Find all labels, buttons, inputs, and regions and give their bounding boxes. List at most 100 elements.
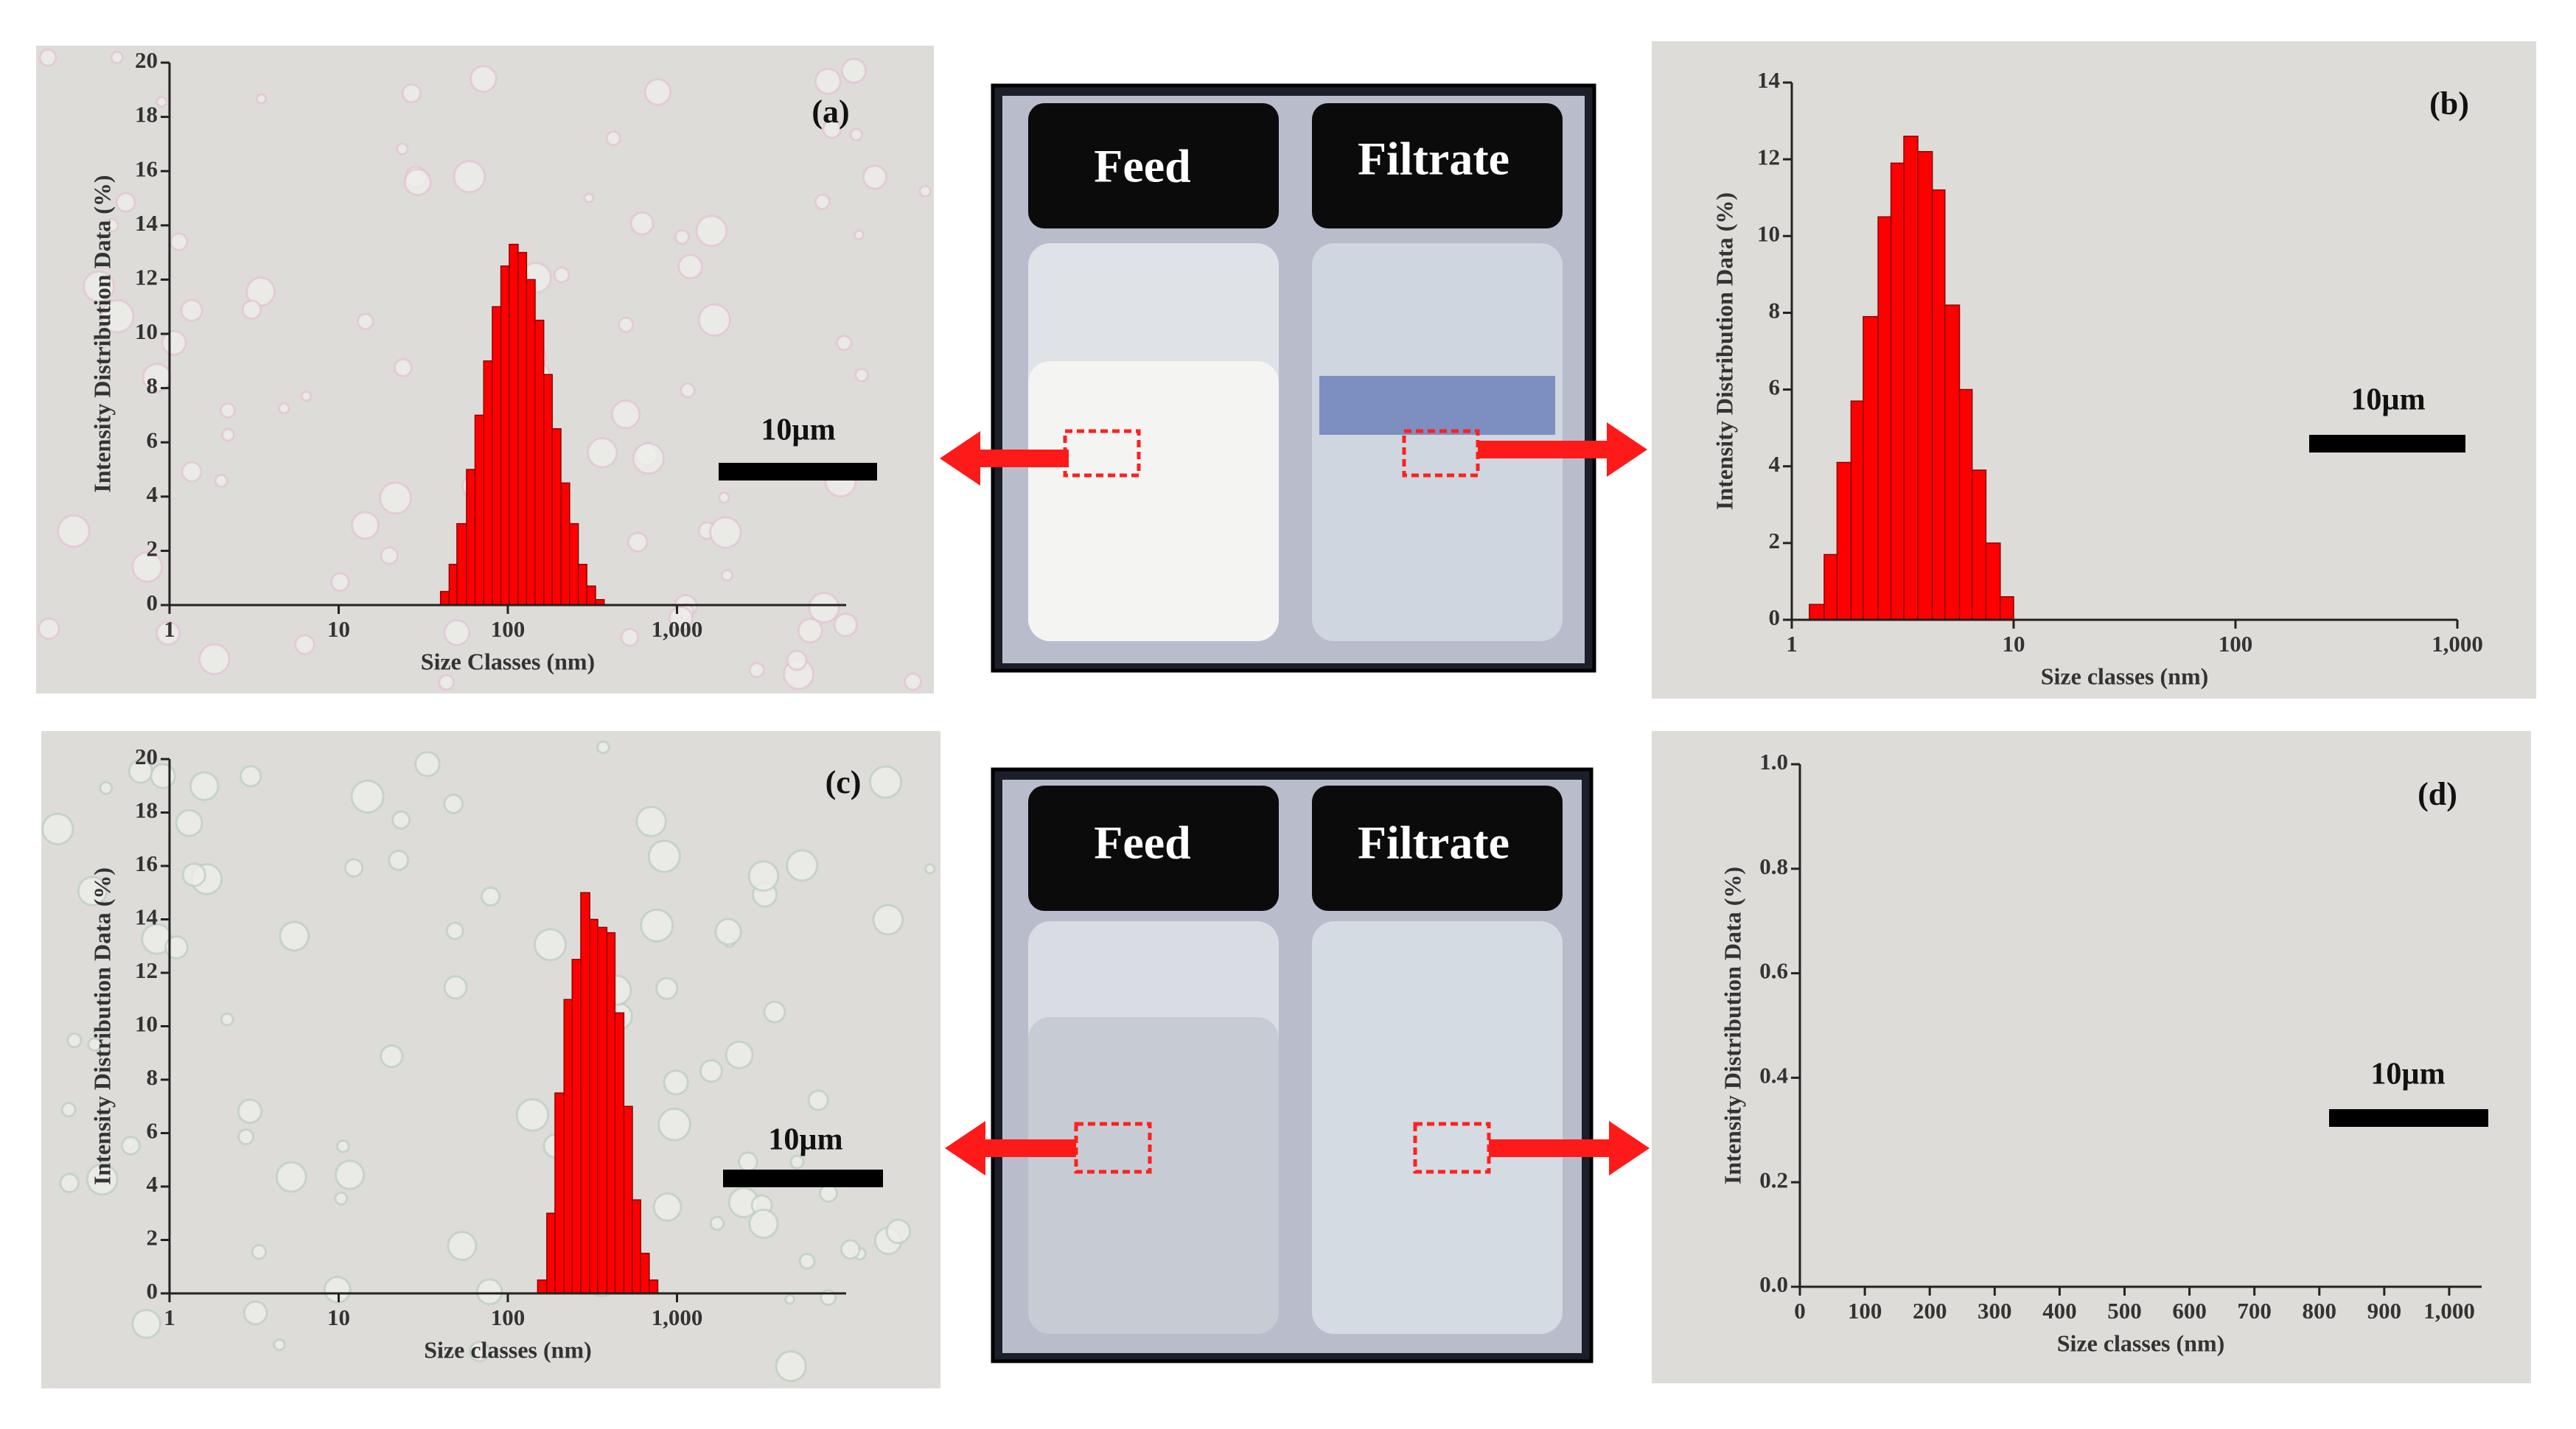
droplet (131, 551, 164, 583)
droplet (438, 674, 455, 691)
x-tick-label: 1 (1786, 631, 1798, 657)
bar (649, 1279, 659, 1294)
y-tick-label: 2 (147, 1225, 158, 1251)
droplet (275, 1161, 307, 1193)
bar (1931, 189, 1946, 621)
bar (589, 918, 598, 1294)
x-tick-label: 1,000 (2423, 1298, 2475, 1324)
droplet (100, 298, 135, 334)
y-tick-label: 4 (1769, 451, 1781, 477)
droplet (480, 886, 501, 907)
droplet (924, 863, 936, 875)
y-tick-label: 10 (135, 1011, 158, 1037)
droplet (241, 299, 262, 321)
bar (509, 243, 519, 606)
x-tick-label: 900 (2367, 1298, 2402, 1324)
y-tick-label: 4 (147, 481, 158, 507)
droplet (748, 662, 765, 679)
droplet (41, 812, 74, 846)
bar (500, 265, 510, 606)
droplet (164, 935, 189, 960)
scale-bar (719, 463, 877, 481)
x-tick-label: 100 (1848, 1298, 1882, 1324)
x-tick-label: 10 (327, 1304, 350, 1330)
bar (614, 1012, 625, 1294)
bar (623, 1105, 633, 1294)
x-tick-label: 1 (164, 1304, 175, 1330)
droplet (709, 1215, 725, 1231)
droplet (38, 617, 60, 640)
y-axis-title: Intensity Distribution Data (%) (88, 175, 115, 492)
droplet (822, 119, 842, 139)
droplet (214, 473, 228, 489)
bar (537, 1279, 548, 1294)
x-tick-label: 100 (491, 616, 526, 642)
bar (1903, 136, 1919, 621)
bar (439, 590, 450, 606)
x-axis-title: Size Classes (nm) (421, 648, 595, 674)
scale-bar (723, 1170, 883, 1187)
droplet (807, 1089, 829, 1111)
droplet (161, 329, 187, 356)
panel-label: (a) (811, 94, 849, 130)
droplet (38, 48, 57, 67)
bar (466, 469, 476, 606)
droplet (469, 65, 498, 93)
droplet (635, 806, 667, 838)
bar (542, 374, 553, 606)
y-tick-label: 0 (147, 1278, 158, 1304)
y-tick-label: 8 (1769, 298, 1781, 324)
x-axis-title: Size classes (nm) (2041, 663, 2209, 689)
bar (448, 564, 458, 606)
droplet (814, 193, 831, 211)
droplet (277, 402, 290, 415)
y-axis-title: Intensity Distribution Data (%) (1719, 867, 1745, 1184)
droplet (77, 876, 108, 906)
bar (1836, 461, 1852, 621)
droplet (918, 184, 932, 198)
bar (456, 523, 467, 606)
droplet (180, 298, 203, 322)
bar (569, 523, 579, 606)
droplet (379, 481, 413, 515)
bar (577, 564, 587, 606)
droplet (279, 920, 310, 952)
droplet (709, 516, 742, 549)
droplet (115, 192, 136, 213)
y-tick-label: 2 (1769, 528, 1781, 553)
bar (554, 1092, 565, 1294)
droplet (853, 229, 865, 241)
droplet (835, 335, 853, 352)
bar (580, 892, 590, 1294)
droplet (819, 1184, 839, 1203)
droplet (453, 160, 486, 194)
droplet (789, 1154, 805, 1170)
droplet (786, 649, 808, 671)
droplet (643, 77, 672, 106)
droplet (798, 1252, 816, 1270)
x-axis-title: Size classes (nm) (424, 1336, 592, 1363)
droplet (586, 436, 618, 469)
droplet (596, 740, 610, 755)
y-tick-label: 14 (135, 904, 158, 930)
y-tick-label: 0.0 (1759, 1271, 1788, 1297)
droplet (380, 546, 399, 565)
droplet (655, 976, 679, 1000)
photo-bottom (991, 767, 1594, 1363)
droplet (515, 1098, 550, 1132)
y-tick-label: 8 (147, 373, 158, 399)
y-tick-label: 0.6 (1759, 958, 1788, 984)
droplet (273, 1338, 286, 1352)
droplet (469, 1341, 491, 1363)
droplet (640, 908, 674, 943)
droplet (329, 572, 350, 593)
vial-label: Filtrate (1358, 817, 1509, 869)
y-tick-label: 14 (135, 210, 158, 236)
droplet (748, 1208, 779, 1240)
panel: 0 2 4 6 8 10 12 14 1 10 100 1,000 Size classes (nm) I… (1652, 41, 2536, 699)
y-tick-label: 0 (1769, 604, 1781, 630)
droplet (221, 427, 236, 442)
arrows (940, 422, 1650, 1175)
y-tick-label: 6 (147, 1118, 158, 1144)
droplet (725, 1040, 754, 1070)
